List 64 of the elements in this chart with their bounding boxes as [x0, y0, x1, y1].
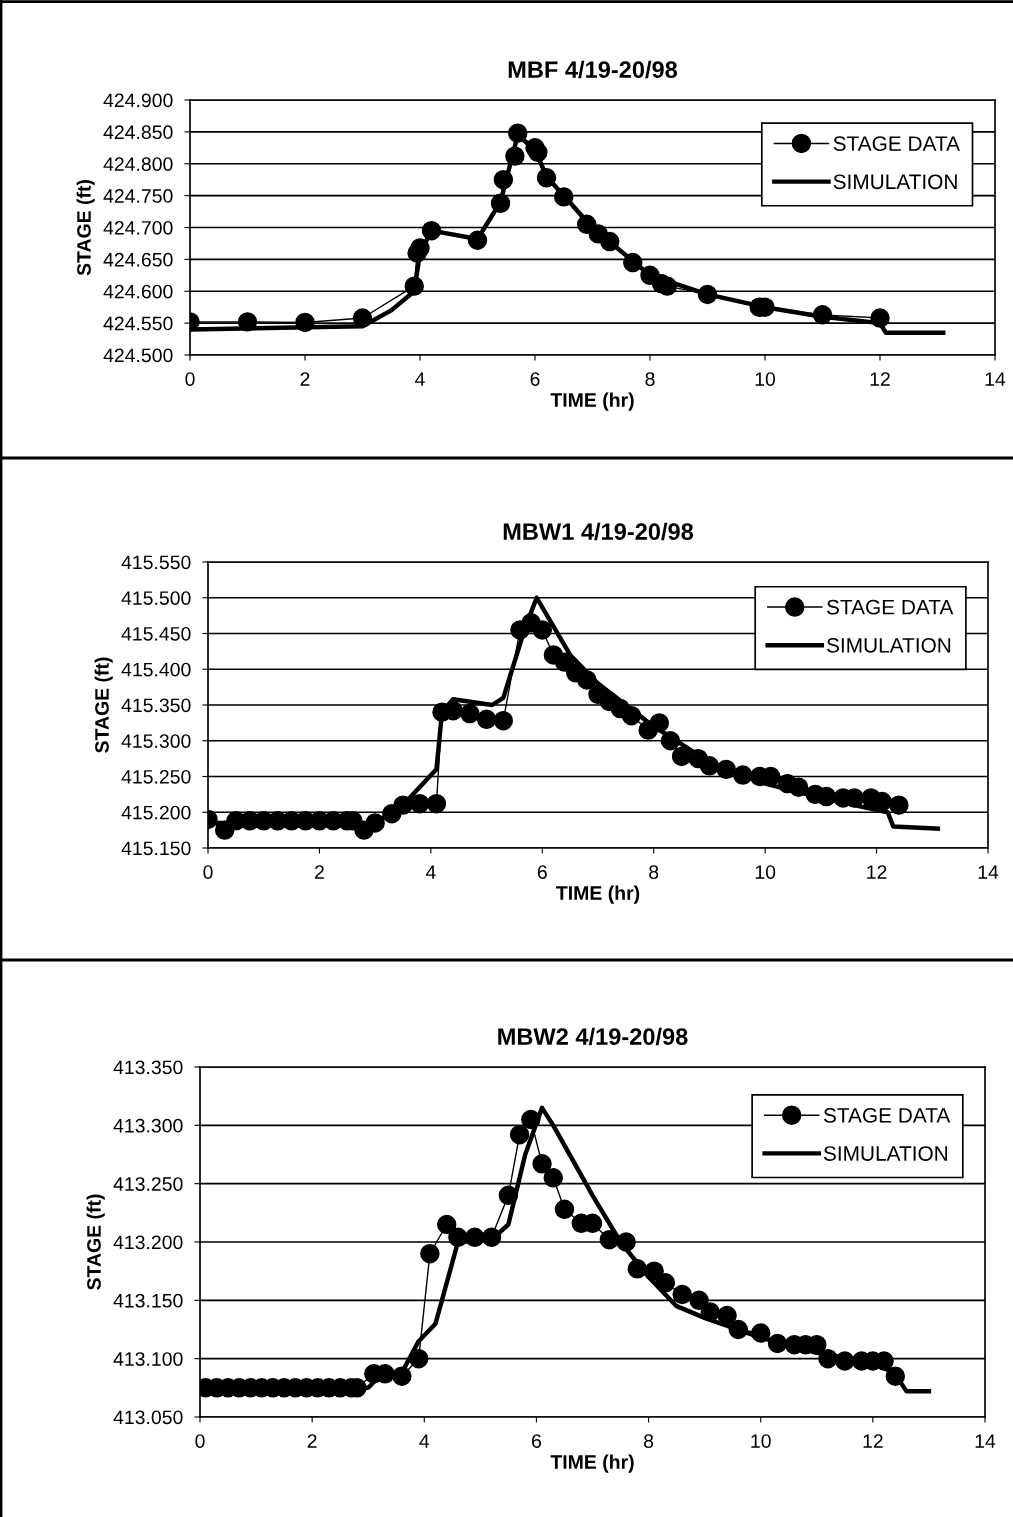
- y-tick-label: 413.150: [113, 1293, 183, 1308]
- y-tick-label: 415.200: [121, 805, 191, 820]
- legend-label: STAGE DATA: [833, 136, 960, 151]
- y-tick-label: 424.500: [103, 348, 173, 363]
- legend-label: SIMULATION: [833, 174, 957, 190]
- x-axis-title: TIME (hr): [550, 1454, 634, 1473]
- y-tick-label: 415.300: [121, 734, 191, 748]
- x-tick-label: 10: [751, 1434, 771, 1448]
- y-tick-label: 413.100: [113, 1352, 183, 1366]
- x-tick-label: 10: [755, 372, 776, 386]
- y-axis-title: STAGE (ft): [76, 180, 95, 276]
- y-tick-label: 413.050: [113, 1410, 183, 1425]
- y-tick-label: 424.900: [103, 93, 173, 108]
- x-tick-label: 12: [863, 1434, 883, 1448]
- x-tick-label: 4: [415, 372, 425, 386]
- legend-label: STAGE DATA: [823, 1107, 951, 1123]
- y-tick-label: 424.600: [103, 284, 173, 299]
- x-tick-label: 8: [644, 1434, 654, 1448]
- x-tick-label: 0: [185, 372, 195, 386]
- x-tick-label: 14: [978, 865, 999, 879]
- x-tick-label: 14: [985, 372, 1006, 386]
- legend-label: SIMULATION: [823, 1146, 948, 1161]
- y-tick-label: 415.250: [121, 769, 191, 784]
- x-tick-label: 14: [975, 1434, 996, 1448]
- y-tick-label: 424.750: [103, 189, 173, 203]
- x-tick-label: 6: [537, 865, 547, 879]
- y-tick-label: 413.300: [113, 1118, 183, 1133]
- chart-title: MBF 4/19-20/98: [508, 60, 678, 79]
- y-tick-label: 415.500: [121, 591, 191, 605]
- legend-label: STAGE DATA: [826, 599, 954, 615]
- x-tick-label: 4: [425, 865, 436, 879]
- x-tick-label: 10: [755, 865, 776, 879]
- y-tick-label: 424.700: [103, 220, 173, 235]
- x-tick-label: 6: [532, 1434, 541, 1448]
- y-tick-label: 424.550: [103, 316, 173, 331]
- x-axis-title: TIME (hr): [550, 392, 634, 411]
- y-tick-label: 413.350: [113, 1060, 183, 1075]
- x-tick-label: 12: [870, 372, 890, 386]
- y-tick-label: 415.450: [121, 626, 191, 641]
- x-tick-label: 2: [315, 865, 324, 879]
- y-tick-label: 413.200: [113, 1235, 183, 1250]
- y-tick-label: 415.350: [121, 698, 191, 713]
- y-tick-label: 415.400: [121, 662, 191, 677]
- legend-label: SIMULATION: [826, 637, 951, 653]
- chart-title: MBW1 4/19-20/98: [503, 522, 694, 541]
- y-axis-title: STAGE (ft): [86, 1194, 105, 1290]
- x-tick-label: 2: [300, 372, 310, 386]
- y-tick-label: 424.650: [103, 252, 173, 267]
- y-axis-title: STAGE (ft): [94, 657, 113, 753]
- y-tick-label: 424.850: [103, 125, 173, 140]
- x-tick-label: 0: [195, 1434, 205, 1448]
- x-tick-label: 8: [649, 865, 659, 879]
- y-tick-label: 424.800: [103, 157, 173, 171]
- x-axis-title: TIME (hr): [556, 885, 640, 904]
- x-tick-label: 6: [530, 372, 540, 386]
- y-tick-label: 415.550: [121, 555, 191, 570]
- x-tick-label: 2: [307, 1434, 317, 1448]
- chart-title: MBW2 4/19-20/98: [498, 1027, 688, 1046]
- x-tick-label: 8: [645, 372, 655, 386]
- x-tick-label: 12: [867, 865, 887, 879]
- x-tick-label: 0: [203, 865, 213, 879]
- y-tick-label: 413.250: [113, 1177, 183, 1191]
- x-tick-label: 4: [419, 1434, 430, 1448]
- y-tick-label: 415.150: [121, 841, 191, 856]
